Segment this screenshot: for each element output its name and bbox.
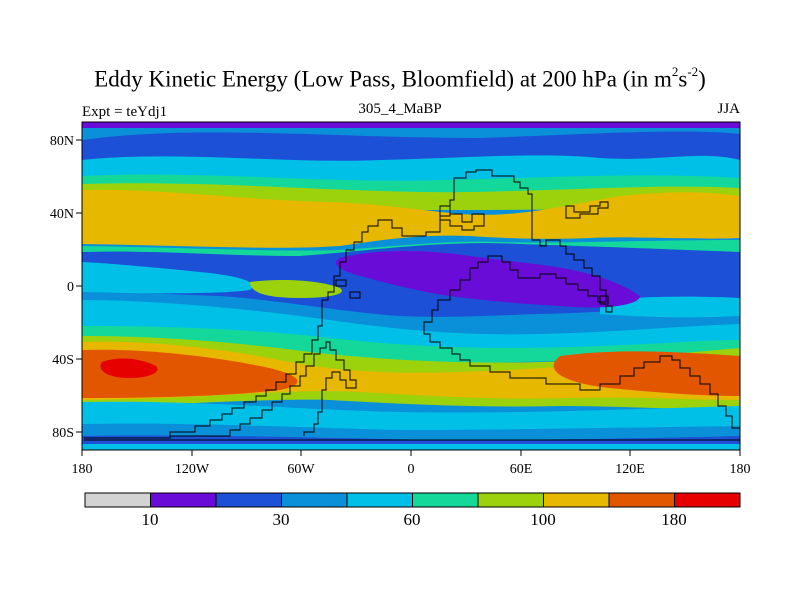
- lat-label: 40S: [52, 353, 74, 368]
- experiment-label: Expt = teYdj1: [82, 104, 168, 120]
- colorbar-labels: 10 30 60 100 180: [142, 510, 687, 529]
- lon-label: 180: [72, 462, 93, 477]
- polar-strip-south: [82, 444, 740, 450]
- colorbar-swatch: [84, 492, 151, 508]
- chart-title: Eddy Kinetic Energy (Low Pass, Bloomfiel…: [94, 64, 706, 92]
- coastline-main: [84, 169, 740, 439]
- lat-labels: 80N 40N 0 40S 80S: [50, 134, 74, 441]
- equatorial-cyan: [82, 262, 253, 294]
- colorbar-swatch: [674, 492, 741, 508]
- axis-ticks: [76, 139, 741, 456]
- lat-label: 40N: [50, 207, 74, 222]
- lon-label: 120E: [615, 462, 645, 477]
- tropical-minimum: [336, 251, 640, 308]
- lon-label: 180: [730, 462, 751, 477]
- chart-subtitle: 305_4_MaBP: [358, 101, 442, 117]
- colorbar-swatch: [346, 492, 413, 508]
- polar-strip: [82, 122, 740, 128]
- lon-label: 120W: [175, 462, 210, 477]
- ke-maximum: [100, 358, 158, 378]
- pacific-cyan: [600, 296, 740, 318]
- colorbar-swatch: [150, 492, 217, 508]
- coastline-islands: [335, 201, 613, 313]
- colorbar-label: 30: [273, 510, 290, 529]
- colorbar-label: 180: [661, 510, 687, 529]
- coastlines: [84, 169, 740, 441]
- colorbar-swatch: [477, 492, 544, 508]
- north-jet: [82, 189, 740, 248]
- equatorial-green: [250, 280, 342, 298]
- lat-label: 0: [67, 280, 74, 295]
- colorbar-label: 60: [404, 510, 421, 529]
- colorbar-label: 10: [142, 510, 159, 529]
- season-label: JJA: [717, 101, 740, 117]
- ke-field: [82, 122, 740, 450]
- colorbar-swatch: [215, 492, 282, 508]
- colorbar-label: 100: [530, 510, 556, 529]
- colorbar-swatch: [281, 492, 348, 508]
- colorbar-swatch: [543, 492, 610, 508]
- lon-label: 0: [408, 462, 415, 477]
- lon-labels: 180 120W 60W 0 60E 120E 180: [72, 462, 751, 477]
- colorbar: [84, 492, 741, 508]
- south-teal-band: [82, 326, 740, 363]
- lat-label: 80N: [50, 134, 74, 149]
- lat-label: 80S: [52, 426, 74, 441]
- colorbar-swatch: [608, 492, 675, 508]
- coastline-inner: [170, 341, 357, 437]
- colorbar-swatch: [412, 492, 479, 508]
- lon-label: 60E: [510, 462, 533, 477]
- lon-label: 60W: [287, 462, 315, 477]
